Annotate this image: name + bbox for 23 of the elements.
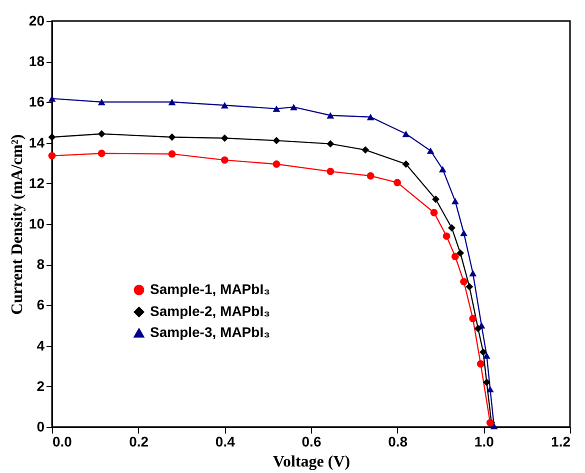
x-tick-label: 1.0 [474,434,494,450]
legend-label: Sample-2, MAPbI₃ [150,303,270,319]
legend-label: Sample-1, MAPbI₃ [150,281,270,297]
x-tick-label: 0.8 [388,434,408,450]
y-tick-label: 12 [28,174,45,191]
y-tick-label: 6 [36,296,45,313]
legend-label: Sample-3, MAPbI₃ [150,324,270,340]
y-tick-label: 4 [36,337,45,354]
x-tick-label: 0.2 [129,434,149,450]
x-tick-label: 1.2 [551,434,571,450]
y-tick-label: 0 [36,418,45,434]
y-tick-label: 10 [28,216,45,232]
x-tick-label: 0.0 [52,434,72,450]
y-tick-label: 20 [28,12,45,28]
y-tick-label: 2 [36,378,45,394]
y-tick-label: 14 [28,134,45,150]
x-axis-title: Voltage (V) [272,454,350,470]
y-axis-title: Current Density (mA/cm²) [8,134,26,315]
y-tick-label: 8 [36,256,45,272]
x-tick-label: 0.6 [302,434,322,450]
y-tick-label: 18 [28,53,45,70]
y-tick-label: 16 [28,94,45,110]
x-tick-label: 0.4 [215,434,236,450]
